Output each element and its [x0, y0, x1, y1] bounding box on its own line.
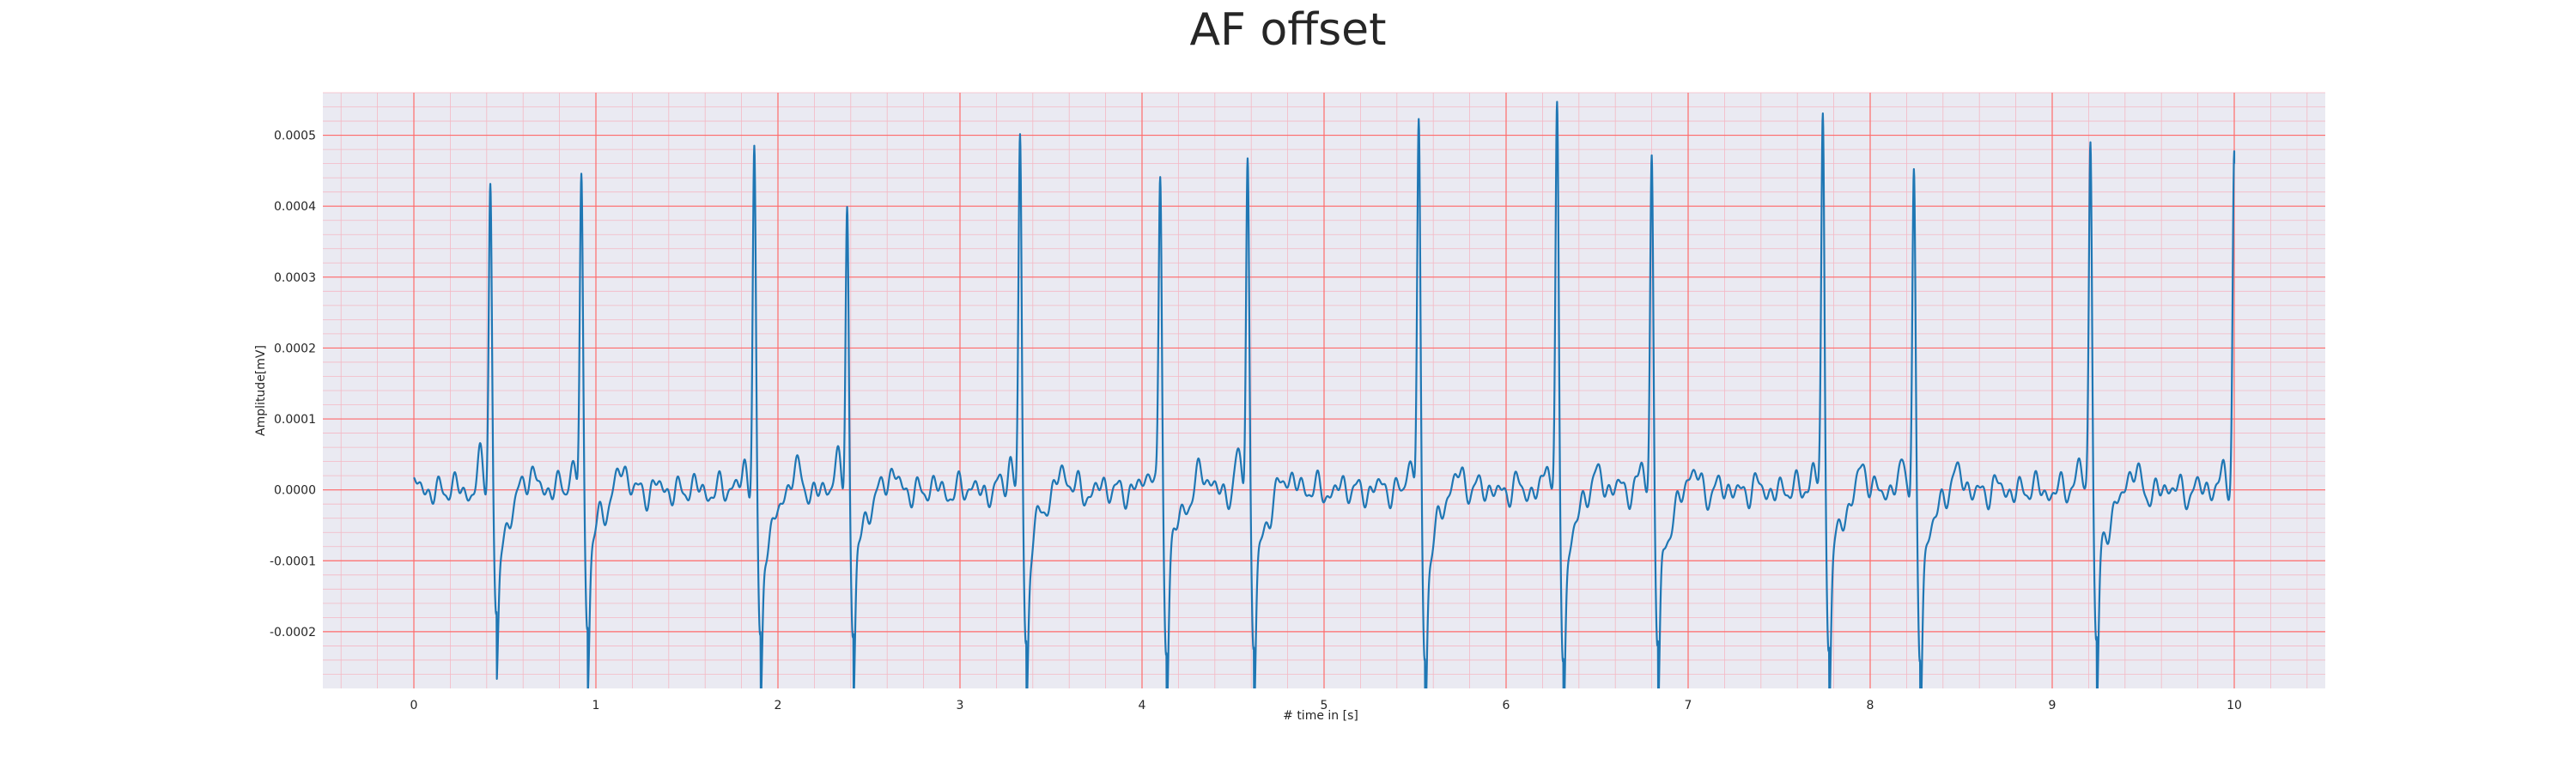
y-tick-label: 0.0004: [274, 200, 316, 214]
plot-area: 0 1 2 3 4 5 6 7 8 9 10 -0.0002 -0.0001 0.0000 0.0001 0.…: [270, 93, 2325, 746]
y-tick-labels: -0.0002 -0.0001 0.0000 0.0001 0.0002 0.0003 0.…: [270, 130, 316, 640]
x-tick-label: 7: [1685, 699, 1692, 712]
y-tick-label: 0.0003: [274, 271, 316, 285]
x-tick-label: 5: [1321, 699, 1328, 712]
x-tick-label: 4: [1139, 699, 1146, 712]
x-tick-label: 1: [592, 699, 600, 712]
y-tick-label: 0.0005: [274, 130, 316, 143]
x-tick-labels: 0 1 2 3 4 5 6 7 8 9 10: [410, 699, 2242, 712]
x-tick-label: 6: [1503, 699, 1510, 712]
x-tick-label: 10: [2227, 699, 2242, 712]
y-tick-label: -0.0001: [270, 555, 316, 568]
y-tick-label: 0.0000: [274, 484, 316, 498]
x-tick-label: 2: [775, 699, 782, 712]
y-axis-label: Amplitude[mV]: [254, 345, 268, 436]
x-tick-label: 3: [957, 699, 964, 712]
y-tick-label: 0.0001: [274, 413, 316, 427]
x-tick-label: 9: [2049, 699, 2057, 712]
x-tick-label: 0: [410, 699, 418, 712]
x-tick-label: 8: [1867, 699, 1874, 712]
y-tick-label: 0.0002: [274, 342, 316, 355]
y-tick-label: -0.0002: [270, 626, 316, 640]
chart-title: AF offset: [1189, 4, 1386, 56]
